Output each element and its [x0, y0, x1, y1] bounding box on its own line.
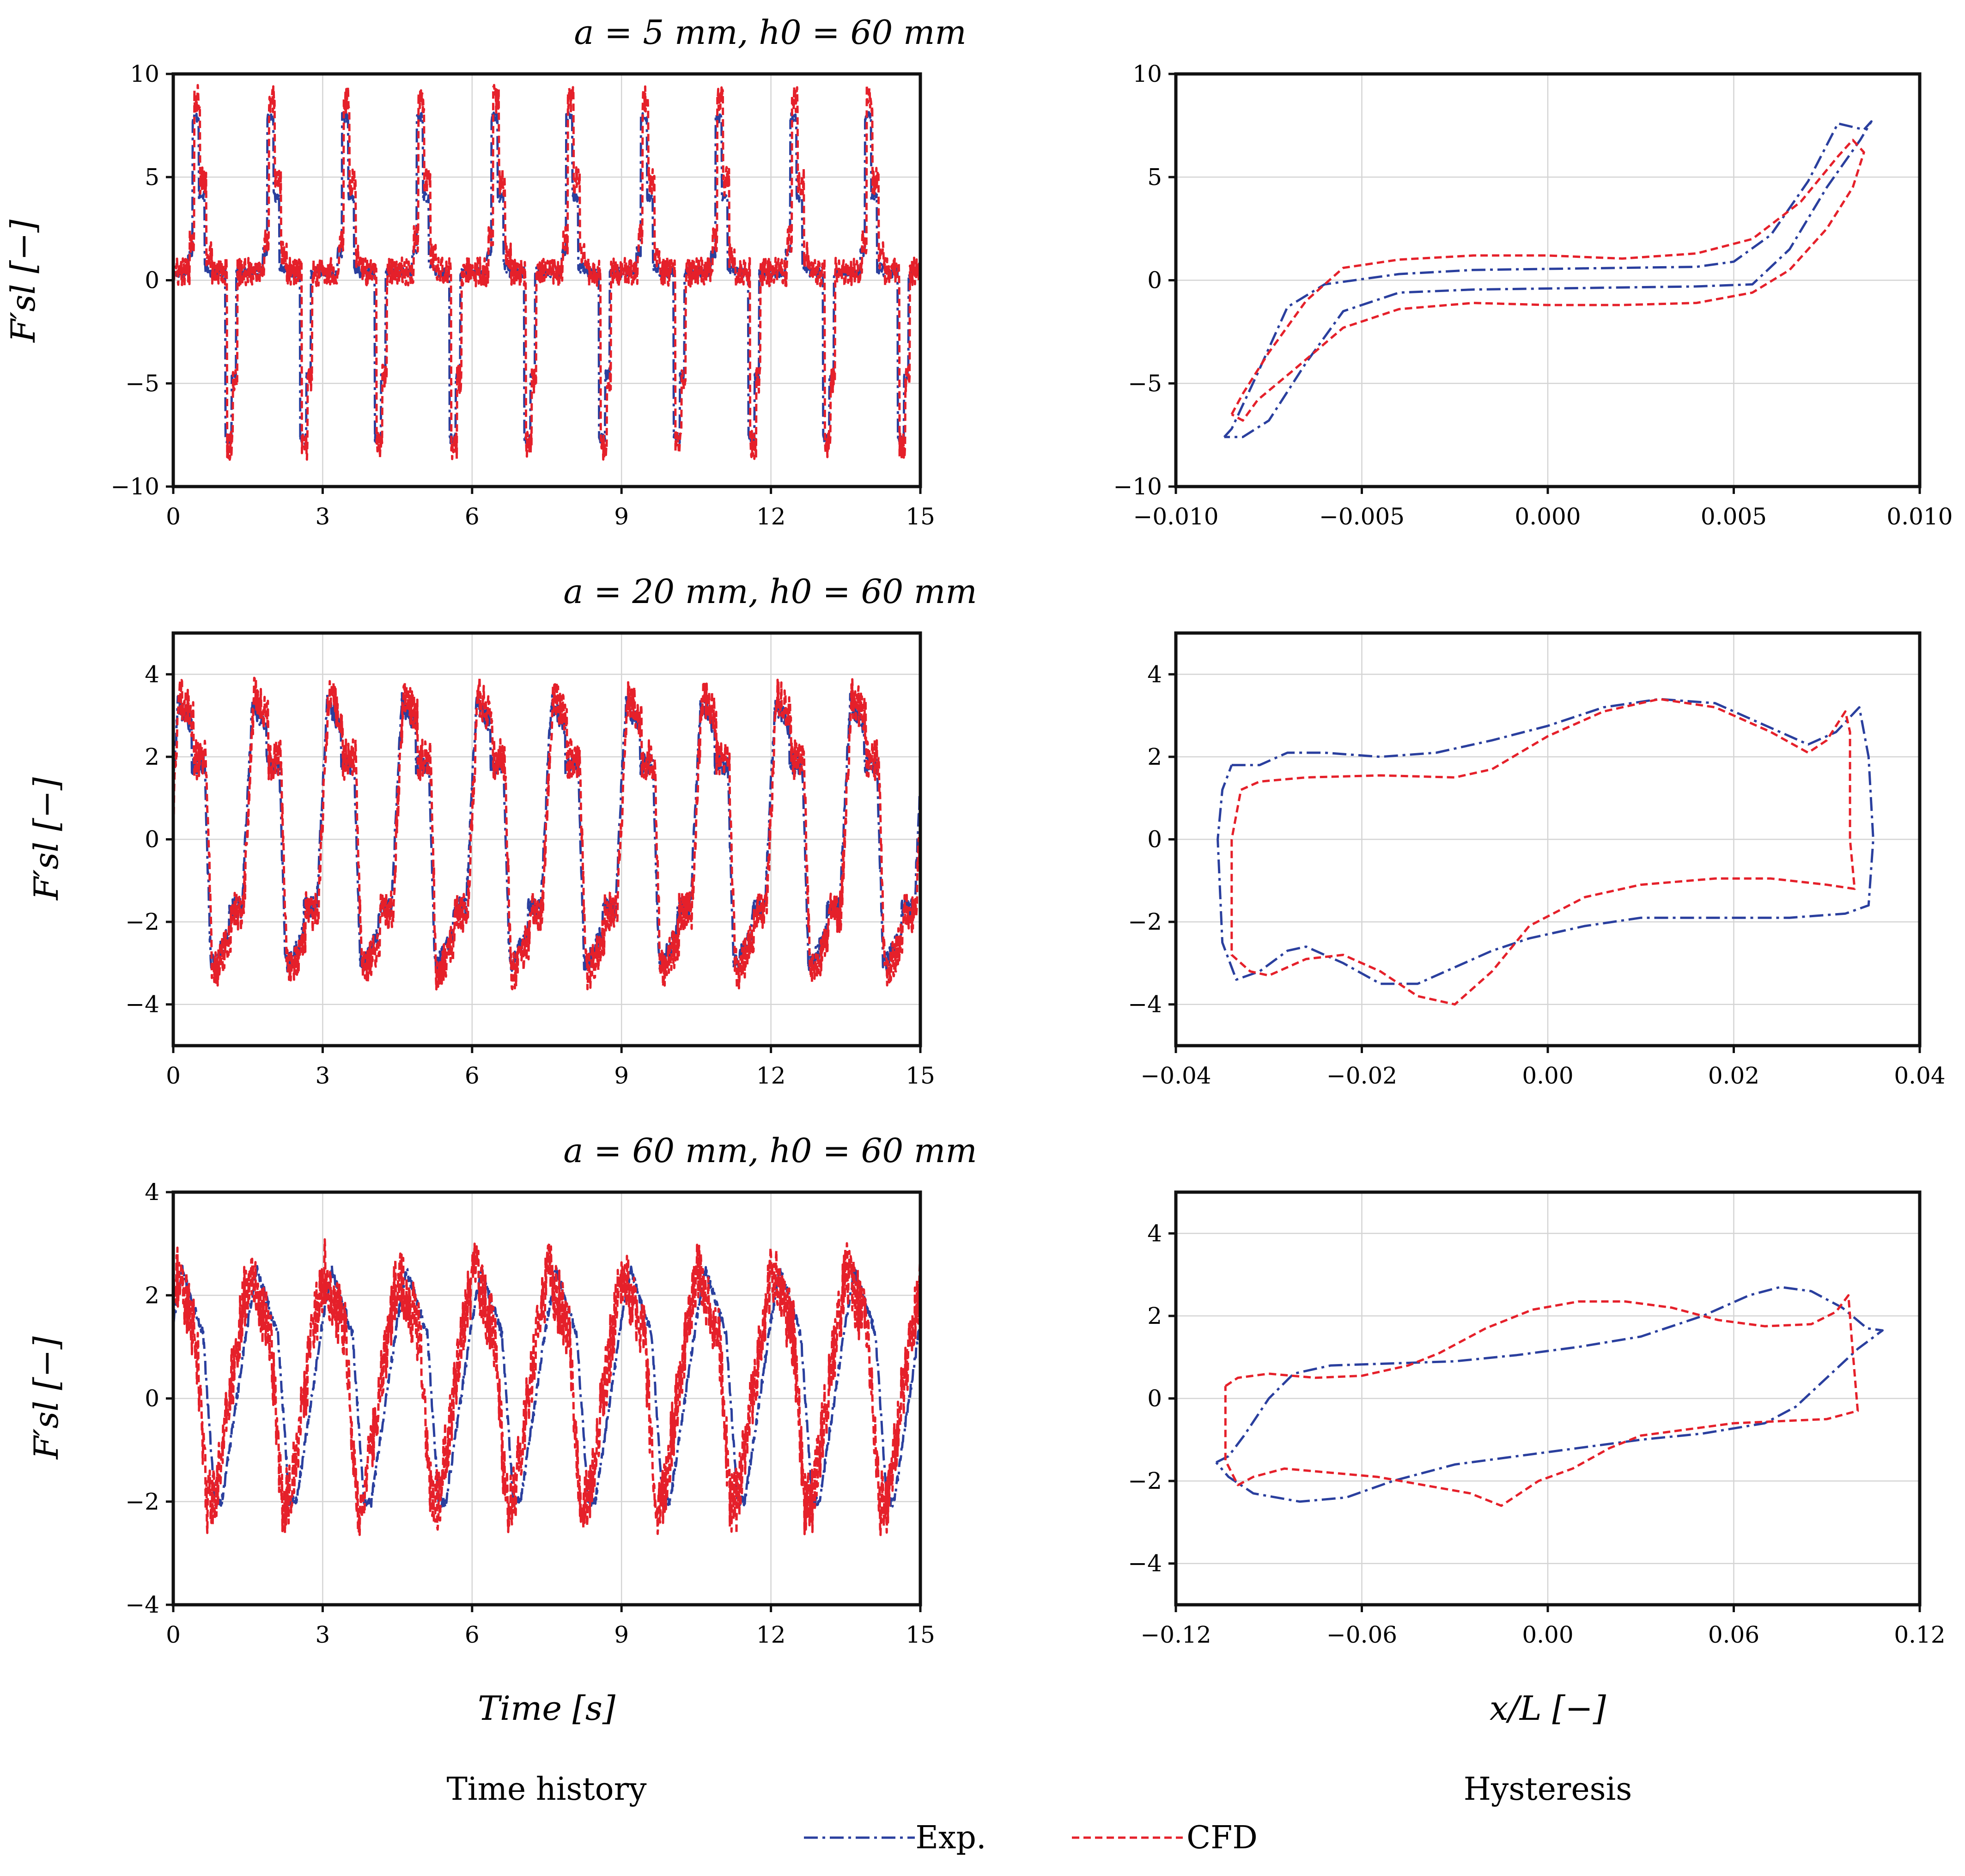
row2-hyst-ytick-label-1: −2	[1128, 908, 1162, 935]
row2-hyst-ytick-label-2: 0	[1147, 826, 1162, 853]
row1-hyst-xtick-label-3: 0.005	[1701, 503, 1767, 530]
row1-ylabel: F′sl [−]	[4, 219, 43, 343]
row1-hyst-xtick-label-1: −0.005	[1319, 503, 1405, 530]
row3-hyst-ytick-label-3: 2	[1147, 1303, 1162, 1329]
row3-time-series-cfd	[172, 1238, 922, 1536]
row3-time-xtick-label-3: 9	[614, 1621, 629, 1648]
row1-hyst-xtick-label-2: 0.000	[1515, 503, 1581, 530]
row3-title: a = 60 mm, h0 = 60 mm	[563, 1131, 977, 1170]
row2-time-xtick-label-1: 3	[315, 1062, 330, 1089]
row3-ylabel: F′sl [−]	[27, 1336, 66, 1460]
row3-time-panel: 0 3 6 9 12 15 −4 −2 0 2 4	[125, 1179, 935, 1648]
row1-hyst-ytick-label-3: 5	[1147, 164, 1162, 190]
row1-hyst-xtick-label-0: −0.010	[1133, 503, 1218, 530]
row1-time-ytick-label-1: −5	[125, 370, 159, 397]
row3-time-series-exp	[172, 1264, 922, 1508]
row1-hyst-ytick-label-0: −10	[1113, 473, 1162, 500]
row3-hyst-ytick-label-2: 0	[1147, 1385, 1162, 1412]
legend-exp-label: Exp.	[915, 1820, 986, 1856]
row3-hyst-series-cfd	[1224, 1294, 1859, 1507]
row3-time-xtick-label-1: 3	[315, 1621, 330, 1648]
row3-hyst-xtick-label-3: 0.06	[1708, 1621, 1759, 1648]
row3-hyst-ytick-label-0: −4	[1128, 1550, 1162, 1577]
row2-time-xtick-label-2: 6	[465, 1062, 480, 1089]
row2-hyst-xtick-label-4: 0.04	[1894, 1062, 1945, 1089]
row1-time-xtick-label-4: 12	[756, 503, 786, 530]
row1-hyst-series-exp	[1223, 120, 1873, 439]
row2-hyst-ytick-label-4: 4	[1147, 661, 1162, 688]
row2-time-ytick-label-4: 4	[145, 661, 159, 688]
row3-time-xtick-label-5: 15	[906, 1621, 935, 1648]
row2-ylabel: F′sl [−]	[27, 777, 66, 901]
row3-time-xtick-label-2: 6	[465, 1621, 480, 1648]
row1-time-ytick-label-0: −10	[110, 473, 159, 500]
row3-hyst-xtick-label-4: 0.12	[1894, 1621, 1945, 1648]
row3-time-xtick-label-4: 12	[756, 1621, 786, 1648]
row2-hyst-series-cfd	[1230, 698, 1856, 1006]
legend: Exp. CFD	[804, 1820, 1258, 1856]
row2-time-ytick-label-2: 0	[145, 826, 159, 853]
row1-time-series-cfd	[172, 84, 921, 461]
row2-time-series-cfd	[172, 676, 922, 991]
row3-time-ytick-label-0: −4	[125, 1591, 159, 1618]
row2-title: a = 20 mm, h0 = 60 mm	[563, 572, 977, 611]
legend-cfd-label: CFD	[1186, 1820, 1258, 1856]
row2-time-xtick-label-3: 9	[614, 1062, 629, 1089]
row1-title: a = 5 mm, h0 = 60 mm	[574, 13, 966, 52]
row3-time-ytick-label-3: 2	[145, 1282, 159, 1309]
row2-time-xtick-label-4: 12	[756, 1062, 786, 1089]
row1-time-xtick-label-1: 3	[315, 503, 330, 530]
row3-time-xtick-label-0: 0	[166, 1621, 181, 1648]
row1-hyst-ytick-label-1: −5	[1128, 370, 1162, 397]
row3-hyst-series-exp	[1215, 1285, 1884, 1503]
row1-hyst-series-cfd	[1230, 139, 1865, 422]
xl-xlabel: x/L [−]	[1490, 1689, 1606, 1728]
caption-time-history: Time history	[446, 1771, 647, 1808]
row1-time-xtick-label-0: 0	[166, 503, 181, 530]
row1-time-xtick-label-3: 9	[614, 503, 629, 530]
row3-hyst-ytick-label-1: −2	[1128, 1468, 1162, 1494]
row2-time-ytick-label-0: −4	[125, 991, 159, 1018]
row2-time-xtick-label-0: 0	[166, 1062, 181, 1089]
row3-time-ytick-label-1: −2	[125, 1488, 159, 1515]
row1-time-ytick-label-2: 0	[145, 267, 159, 294]
time-xlabel: Time [s]	[478, 1689, 616, 1728]
row3-hyst-panel: −0.12 −0.06 0.00 0.06 0.12 −4 −2 0 2 4	[1128, 1190, 1946, 1648]
row1-hyst-ytick-label-2: 0	[1147, 267, 1162, 294]
row2-hyst-ytick-label-3: 2	[1147, 743, 1162, 770]
row1-time-xtick-label-5: 15	[906, 503, 935, 530]
row3-hyst-ytick-label-4: 4	[1147, 1220, 1162, 1247]
row2-time-xtick-label-5: 15	[906, 1062, 935, 1089]
row1-time-series-exp	[172, 111, 922, 445]
row2-hyst-ytick-label-0: −4	[1128, 991, 1162, 1018]
row2-time-ytick-label-1: −2	[125, 908, 159, 935]
row2-hyst-xtick-label-1: −0.02	[1326, 1062, 1397, 1089]
row1-hyst-ytick-label-4: 10	[1132, 61, 1162, 87]
row1-time-panel: 0 3 6 9 12 15 −10 −5 0 5 10	[110, 61, 935, 530]
row2-hyst-xtick-label-0: −0.04	[1140, 1062, 1211, 1089]
row2-hyst-xtick-label-2: 0.00	[1522, 1062, 1573, 1089]
row2-hyst-panel: −0.04 −0.02 0.00 0.02 0.04 −4 −2 0 2 4	[1128, 631, 1946, 1089]
row1-hyst-xtick-label-4: 0.010	[1886, 503, 1953, 530]
row1-hyst-panel: −0.010 −0.005 0.000 0.005 0.010 −10 −5 0 5 10	[1113, 61, 1953, 530]
row1-time-ytick-label-4: 10	[130, 61, 159, 87]
row3-time-ytick-label-4: 4	[145, 1179, 159, 1206]
row2-time-ytick-label-3: 2	[145, 743, 159, 770]
row2-hyst-xtick-label-3: 0.02	[1708, 1062, 1759, 1089]
row1-time-ytick-label-3: 5	[145, 164, 159, 190]
row3-hyst-xtick-label-0: −0.12	[1140, 1621, 1211, 1648]
caption-hysteresis: Hysteresis	[1464, 1771, 1632, 1808]
row2-time-panel: 0 3 6 9 12 15 −4 −2 0 2 4	[125, 631, 935, 1089]
row1-time-xtick-label-2: 6	[465, 503, 480, 530]
row3-hyst-xtick-label-1: −0.06	[1326, 1621, 1397, 1648]
row3-hyst-xtick-label-2: 0.00	[1522, 1621, 1573, 1648]
row3-time-ytick-label-2: 0	[145, 1385, 159, 1412]
row2-hyst-series-exp	[1217, 698, 1874, 985]
